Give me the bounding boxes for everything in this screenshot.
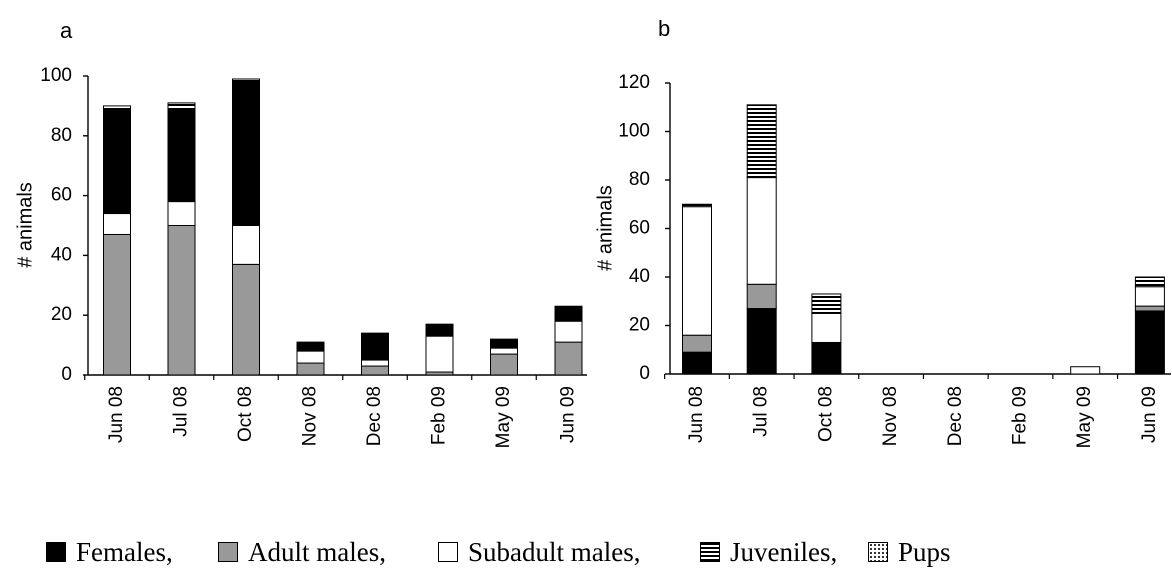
bar-segment-juveniles-jul-08 <box>746 104 777 179</box>
bar-segment-subadult-males-jul-08 <box>746 177 777 285</box>
y-tick-label: 20 <box>51 304 72 325</box>
bar-segment-subadult-males-oct-08 <box>232 225 260 265</box>
y-axis-label: # animals <box>14 182 36 268</box>
bar-segment-juveniles-jul-08 <box>167 102 196 110</box>
bar-segment-juveniles-oct-08 <box>811 293 842 314</box>
x-tick-label: Jun 08 <box>686 386 707 443</box>
x-tick-label: Jun 09 <box>1139 386 1160 443</box>
y-tick-label: 80 <box>51 125 72 146</box>
bar-segment-adult-males-jun-08 <box>682 334 712 353</box>
bar-segment-subadult-males-may-09 <box>1070 366 1101 375</box>
y-tick-label: 60 <box>51 185 72 206</box>
legend-swatch-subadult-males <box>438 542 458 562</box>
bar-segment-adult-males-oct-08 <box>232 263 260 376</box>
legend-item-subadult-males: Subadult males, <box>438 532 640 572</box>
y-tick-label: 80 <box>629 169 650 190</box>
bar-segment-females-jul-08 <box>167 108 196 203</box>
y-tick-label: 40 <box>629 266 650 287</box>
legend-swatch-pups <box>868 542 888 562</box>
x-tick-label: May 09 <box>493 386 514 448</box>
x-tick-label: Dec 08 <box>945 386 966 446</box>
bar-segment-females-jun-08 <box>682 351 712 375</box>
y-tick-label: 0 <box>639 363 650 384</box>
y-tick-label: 120 <box>618 72 650 93</box>
panel-title: a <box>60 18 73 43</box>
bar-segment-females-jul-08 <box>746 308 777 375</box>
x-tick-label: Jun 08 <box>106 386 127 443</box>
x-tick-label: Jul 08 <box>751 386 772 437</box>
y-tick-label: 100 <box>618 121 650 142</box>
bar-segment-adult-males-may-09 <box>490 353 518 376</box>
bar-segment-juveniles-jun-09 <box>1134 276 1165 288</box>
bar-segment-females-feb-09 <box>425 323 454 337</box>
legend-item-juveniles: Juveniles, <box>700 532 837 572</box>
bar-segment-adult-males-jun-09 <box>1134 305 1165 312</box>
bar-segment-adult-males-jun-08 <box>103 233 131 376</box>
y-tick-label: 100 <box>40 65 72 86</box>
x-tick-label: Jul 08 <box>171 386 192 437</box>
bar-segment-adult-males-jul-08 <box>167 225 196 376</box>
bar-segment-subadult-males-jun-09 <box>554 320 583 343</box>
bar-segment-juveniles-jun-08 <box>103 105 131 110</box>
bar-segment-females-jun-09 <box>554 305 583 322</box>
bar-segment-subadult-males-dec-08 <box>361 359 389 367</box>
bar-segment-females-jun-09 <box>1134 310 1165 375</box>
bar-segment-females-oct-08 <box>811 341 842 375</box>
bar-segment-subadult-males-jun-08 <box>103 213 131 235</box>
legend-label-juveniles: Juveniles, <box>730 536 838 567</box>
x-tick-label: May 09 <box>1074 386 1095 448</box>
legend-item-adult-males: Adult males, <box>218 532 386 572</box>
bar-segment-subadult-males-nov-08 <box>296 350 325 364</box>
panel-title: b <box>658 16 670 41</box>
legend-swatch-females <box>46 542 66 562</box>
bar-segment-subadult-males-jun-09 <box>1134 286 1165 307</box>
legend-label-subadult-males: Subadult males, <box>468 536 641 567</box>
x-tick-label: Nov 08 <box>300 386 321 446</box>
y-tick-label: 0 <box>61 364 72 385</box>
bar-segment-females-may-09 <box>490 338 518 349</box>
bar-segment-juveniles-jun-08 <box>682 203 712 208</box>
bar-segment-adult-males-jul-08 <box>746 283 777 310</box>
legend-label-females: Females, <box>76 536 173 567</box>
x-tick-label: Jun 09 <box>558 386 579 443</box>
bar-segment-subadult-males-may-09 <box>490 347 518 355</box>
bar-segment-females-nov-08 <box>296 341 325 352</box>
y-axis-label: # animals <box>594 185 616 271</box>
legend: Females, Adult males, Subadult males, Ju… <box>0 532 1172 572</box>
y-tick-label: 40 <box>51 244 72 265</box>
legend-item-females: Females, <box>46 532 173 572</box>
x-tick-label: Dec 08 <box>364 386 385 446</box>
x-tick-label: Nov 08 <box>880 386 901 446</box>
bar-segment-juveniles-oct-08 <box>232 78 260 83</box>
legend-label-pups: Pups <box>898 536 951 567</box>
chart-panel-a: a # animals 0 20 40 60 80 100 Jun 08 Jul 08 Oct 08… <box>14 18 587 448</box>
y-tick-label: 60 <box>629 218 650 239</box>
legend-swatch-juveniles <box>700 542 720 562</box>
bar-segment-subadult-males-jun-08 <box>682 206 712 336</box>
bar-segment-adult-males-dec-08 <box>361 365 389 376</box>
x-tick-label: Feb 09 <box>1010 386 1031 445</box>
bar-segment-adult-males-nov-08 <box>296 362 325 376</box>
chart-panel-b: b # animals 0 20 40 60 80 100 120 Jun 08 Jul 08 Oct… <box>594 16 1171 448</box>
legend-item-pups: Pups <box>868 532 951 572</box>
bar-segment-subadult-males-oct-08 <box>811 312 842 343</box>
bar-segment-adult-males-jun-09 <box>554 341 583 376</box>
legend-label-adult-males: Adult males, <box>248 536 386 567</box>
bar-segment-females-jun-08 <box>103 108 131 215</box>
y-tick-label: 20 <box>629 315 650 336</box>
x-tick-label: Feb 09 <box>429 386 450 445</box>
bar-segment-subadult-males-jul-08 <box>167 201 196 227</box>
x-tick-label: Oct 08 <box>235 386 256 442</box>
legend-swatch-adult-males <box>218 542 238 562</box>
bar-segment-females-dec-08 <box>361 332 389 361</box>
bar-segment-subadult-males-feb-09 <box>425 335 454 373</box>
bar-segment-females-oct-08 <box>232 81 260 227</box>
x-tick-label: Oct 08 <box>815 386 836 442</box>
